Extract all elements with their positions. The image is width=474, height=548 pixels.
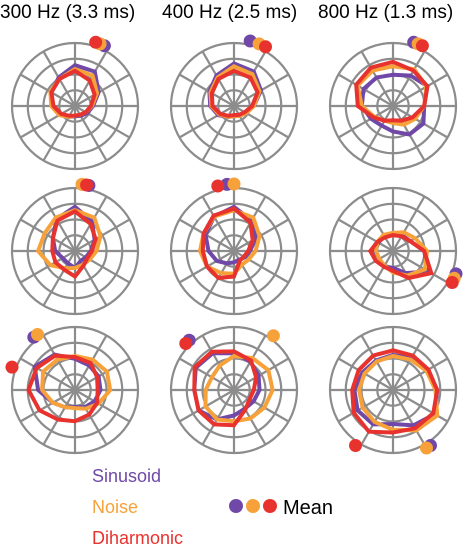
grid-spoke xyxy=(19,389,76,423)
grid-spoke xyxy=(233,357,290,391)
mean-marker-diharmonic xyxy=(89,35,103,49)
mean-marker-noise xyxy=(227,177,241,191)
polar-panel-r3-c3 xyxy=(328,325,458,455)
legend-mean-dot-noise xyxy=(246,499,260,513)
grid-spoke xyxy=(19,357,76,391)
mean-marker-diharmonic xyxy=(349,439,362,452)
grid-spoke xyxy=(178,105,235,139)
profile-noise xyxy=(356,353,440,433)
profile-diharmonic xyxy=(200,206,255,281)
polar-panel-r1-c1 xyxy=(10,35,140,171)
grid-spoke xyxy=(42,250,76,307)
grid-spoke xyxy=(360,389,394,446)
grid-spoke xyxy=(74,389,131,423)
grid-spoke xyxy=(233,389,290,423)
column-titles: 300 Hz (3.3 ms) 400 Hz (2.5 ms) 800 Hz (… xyxy=(0,2,453,23)
profile-diharmonic xyxy=(350,348,440,435)
grid-spoke xyxy=(42,334,76,391)
grid-spoke xyxy=(392,250,449,284)
grid-spoke xyxy=(74,50,108,107)
grid-spoke xyxy=(392,218,449,252)
mean-marker-noise xyxy=(266,329,280,343)
profile-noise xyxy=(40,353,113,411)
grid-spoke xyxy=(19,73,76,107)
mean-marker-diharmonic xyxy=(259,40,272,54)
grid-spoke xyxy=(392,73,449,107)
grid-spoke xyxy=(392,357,449,391)
legend-mean-dot-sinusoid xyxy=(229,499,243,513)
grid-spoke xyxy=(74,73,131,107)
polar-panel-r3-c1 xyxy=(5,325,140,455)
grid-spoke xyxy=(74,357,131,391)
grid-spoke xyxy=(42,389,76,446)
legend-label-sinusoid: Sinusoid xyxy=(92,466,161,486)
polar-panel-r2-c1 xyxy=(10,177,140,316)
grid-spoke xyxy=(392,195,426,252)
grid-spoke xyxy=(337,250,394,284)
profile-diharmonic xyxy=(192,349,259,428)
grid-spoke xyxy=(360,195,394,252)
profile-diharmonic xyxy=(367,233,434,281)
polar-panel-r1-c3 xyxy=(328,35,458,171)
profile-noise xyxy=(35,208,103,271)
grid-spoke xyxy=(392,50,426,107)
grid-spoke xyxy=(19,250,76,284)
mean-marker-noise xyxy=(420,441,433,455)
legend-mean-dot-diharmonic xyxy=(263,499,277,513)
grid-spoke xyxy=(19,105,76,139)
grid-spoke xyxy=(360,105,394,162)
column-title-800hz: 800 Hz (1.3 ms) xyxy=(318,2,453,23)
mean-marker-diharmonic xyxy=(415,39,429,53)
grid-spoke xyxy=(337,218,394,252)
profile-diharmonic xyxy=(49,68,97,118)
grid-spoke xyxy=(392,105,449,139)
profile-diharmonic xyxy=(26,353,100,424)
grid-spoke xyxy=(392,334,426,391)
profile-diharmonic xyxy=(354,59,430,123)
mean-marker-diharmonic xyxy=(80,178,94,192)
mean-marker-noise xyxy=(31,328,44,341)
mean-marker-diharmonic xyxy=(5,360,19,374)
legend-label-diharmonic: Diharmonic xyxy=(92,528,183,548)
polar-panel-r2-c2 xyxy=(169,177,299,316)
column-title-400hz: 400 Hz (2.5 ms) xyxy=(162,2,297,23)
legend-mean-label: Mean xyxy=(283,497,333,519)
polar-panel-r2-c3 xyxy=(328,186,463,316)
polar-panel-r3-c2 xyxy=(169,325,299,455)
legend-label-noise: Noise xyxy=(92,497,138,517)
profile-diharmonic xyxy=(50,208,98,280)
grid-spoke xyxy=(178,73,235,107)
polar-panel-r1-c2 xyxy=(169,34,299,171)
grid-spoke xyxy=(19,218,76,252)
column-title-300hz: 300 Hz (3.3 ms) xyxy=(0,2,135,23)
mean-marker-diharmonic xyxy=(179,337,193,350)
polar-panels xyxy=(5,34,463,455)
grid-spoke xyxy=(337,389,394,423)
grid-spoke xyxy=(74,389,108,446)
profile-diharmonic xyxy=(209,68,260,118)
grid-spoke xyxy=(178,357,235,391)
legend: Sinusoid Noise Diharmonic Mean xyxy=(92,466,333,548)
grid-spoke xyxy=(201,334,235,391)
grid-spoke xyxy=(360,250,394,307)
grid-spoke xyxy=(392,389,426,446)
mean-marker-diharmonic xyxy=(445,276,459,289)
grid-spoke xyxy=(337,105,394,139)
grid-spoke xyxy=(74,218,131,252)
grid-spoke xyxy=(233,218,290,252)
grid-spoke xyxy=(201,195,235,252)
grid-spoke xyxy=(42,195,76,252)
mean-marker-diharmonic xyxy=(211,179,225,193)
profile-noise xyxy=(203,353,275,424)
grid-spoke xyxy=(337,73,394,107)
